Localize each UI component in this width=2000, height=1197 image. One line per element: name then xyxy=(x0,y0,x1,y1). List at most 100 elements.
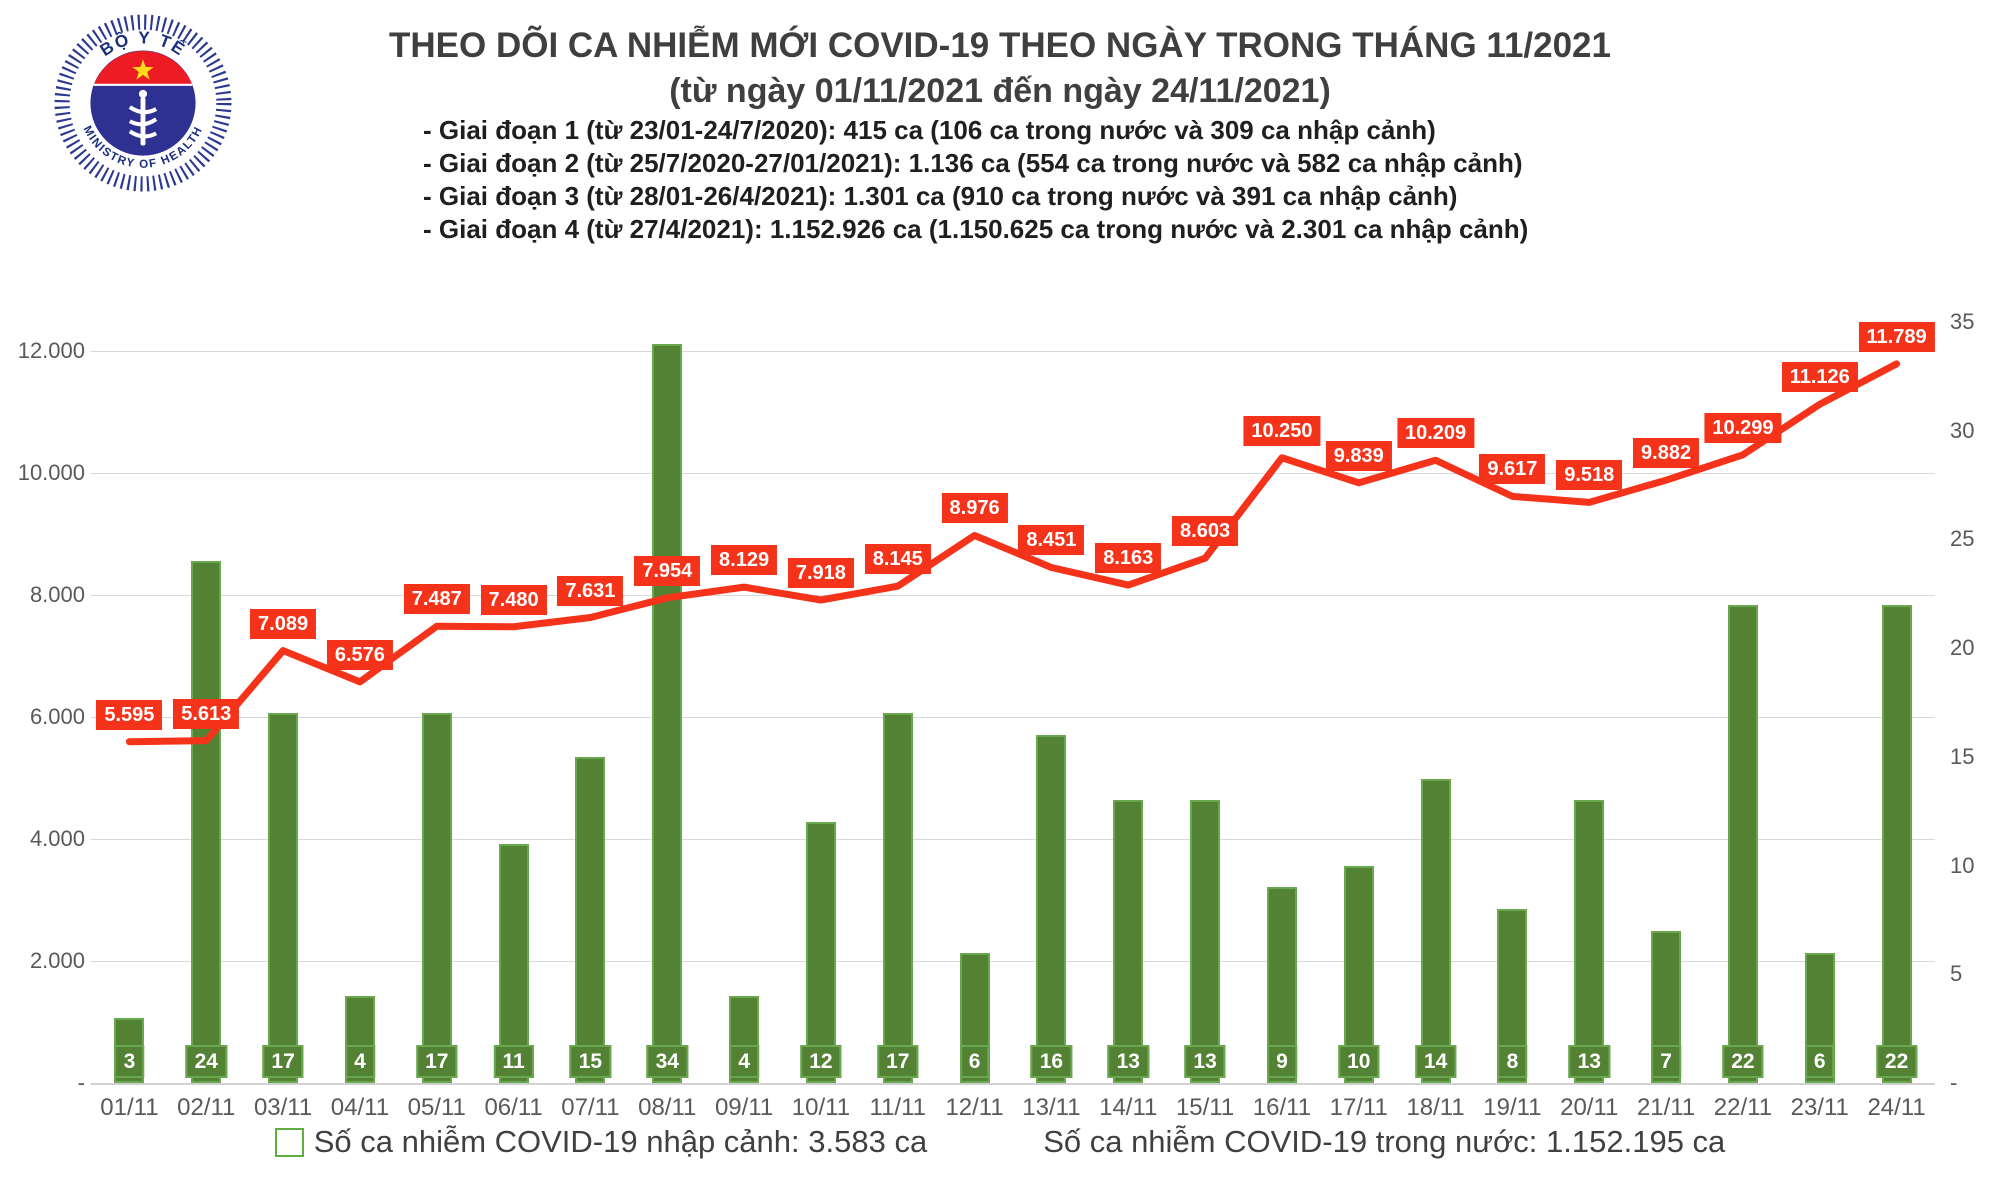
left-axis-tick-label: 10.000 xyxy=(17,460,85,485)
right-axis-tick-label: 35 xyxy=(1950,309,1975,334)
line-point-label: 11.126 xyxy=(1781,362,1858,393)
gridline xyxy=(91,473,1935,474)
gridline xyxy=(91,839,1935,840)
line-point-label: 10.250 xyxy=(1243,415,1321,446)
line-point-label: 7.480 xyxy=(480,584,547,615)
line-point-label: 10.299 xyxy=(1704,412,1782,443)
logo-star-icon xyxy=(132,59,154,80)
legend-domestic-label: Số ca nhiễm COVID-19 trong nước: 1.152.1… xyxy=(1043,1124,1726,1159)
bar-value-label: 22 xyxy=(1722,1045,1764,1078)
x-axis-label: 03/11 xyxy=(253,1094,313,1121)
imported-cases-bar xyxy=(575,756,606,1083)
left-axis-tick-label: 6.000 xyxy=(29,704,85,729)
line-point-label: 8.976 xyxy=(941,493,1008,524)
line-point-label: 7.089 xyxy=(250,608,317,639)
right-axis-tick-label: 5 xyxy=(1950,961,1963,987)
imported-cases-bar xyxy=(1036,735,1067,1083)
imported-cases-bar xyxy=(652,343,683,1083)
legend: Số ca nhiễm COVID-19 nhập cảnh: 3.583 ca… xyxy=(0,1124,2000,1160)
right-axis-tick-label: 30 xyxy=(1950,417,1975,443)
imported-cases-bar xyxy=(1113,800,1144,1083)
left-axis-tick-label: - xyxy=(77,1070,85,1095)
line-point-label: 9.839 xyxy=(1325,440,1392,471)
imported-cases-bar xyxy=(805,822,836,1083)
line-point-label: 5.595 xyxy=(96,699,163,730)
x-axis-label: 15/11 xyxy=(1175,1094,1235,1121)
x-axis-label: 14/11 xyxy=(1099,1094,1158,1121)
phase-2-summary: - Giai đoạn 2 (từ 25/7/2020-27/01/2021):… xyxy=(423,148,1523,178)
bar-value-label: 11 xyxy=(493,1045,534,1078)
bar-value-label: 12 xyxy=(800,1045,842,1078)
left-axis-tick-label: 8.000 xyxy=(29,582,85,607)
bar-value-label: 9 xyxy=(1267,1045,1297,1078)
bar-value-label: 22 xyxy=(1875,1045,1918,1078)
x-axis-label: 19/11 xyxy=(1483,1094,1542,1121)
domestic-cases-line xyxy=(125,360,1901,746)
bar-value-label: 14 xyxy=(1414,1045,1457,1078)
bar-value-label: 4 xyxy=(345,1045,375,1078)
x-axis-label: 21/11 xyxy=(1636,1094,1696,1121)
right-axis-tick-label: 10 xyxy=(1950,852,1975,878)
imported-cases-bar xyxy=(1727,604,1758,1083)
x-axis-label: 18/11 xyxy=(1406,1094,1465,1121)
line-point-label: 9.518 xyxy=(1556,460,1623,491)
gridline xyxy=(91,351,1935,352)
legend-item-domestic: Số ca nhiễm COVID-19 trong nước: 1.152.1… xyxy=(991,1124,1725,1160)
right-axis-tick-label: 20 xyxy=(1950,635,1975,661)
imported-cases-bar xyxy=(1881,604,1912,1083)
x-axis-label: 20/11 xyxy=(1560,1094,1619,1121)
ministry-of-health-logo: BỘ Y TẾ MINISTRY OF HEALTH xyxy=(54,14,232,192)
bar-value-label: 3 xyxy=(114,1045,145,1078)
x-axis-label: 23/11 xyxy=(1790,1094,1849,1121)
x-axis-label: 05/11 xyxy=(407,1094,466,1121)
bar-value-label: 17 xyxy=(262,1045,304,1078)
line-point-label: 9.882 xyxy=(1633,438,1700,469)
left-axis-tick-label: 4.000 xyxy=(29,826,85,851)
x-axis-label: 22/11 xyxy=(1713,1094,1773,1121)
logo-asclepius-rod-icon xyxy=(128,89,158,146)
legend-imported-label: Số ca nhiễm COVID-19 nhập cảnh: 3.583 ca xyxy=(313,1124,928,1159)
x-axis-label: 11/11 xyxy=(869,1094,927,1121)
bar-value-label: 13 xyxy=(1107,1045,1149,1078)
line-point-label: 8.163 xyxy=(1095,543,1162,574)
left-axis-tick-label: 12.000 xyxy=(17,338,85,363)
line-point-label: 7.487 xyxy=(403,584,470,615)
x-axis-label: 10/11 xyxy=(791,1094,851,1121)
x-axis-baseline xyxy=(91,1083,1935,1085)
line-point-label: 8.603 xyxy=(1172,516,1239,547)
x-axis-label: 24/11 xyxy=(1867,1094,1926,1121)
line-point-label: 8.129 xyxy=(711,545,778,576)
bar-value-label: 24 xyxy=(185,1045,227,1078)
line-point-label: 10.209 xyxy=(1396,418,1475,449)
imported-cases-bar xyxy=(1574,800,1605,1083)
line-point-label: 7.631 xyxy=(557,575,624,606)
left-axis-tick-label: 2.000 xyxy=(29,948,85,973)
phase-4-summary: - Giai đoạn 4 (từ 27/4/2021): 1.152.926 … xyxy=(423,214,1529,244)
gridline xyxy=(91,595,1935,596)
x-axis-label: 07/11 xyxy=(561,1094,620,1121)
bar-value-label: 17 xyxy=(877,1045,919,1078)
bar-value-label: 6 xyxy=(959,1045,990,1078)
imported-cases-bar xyxy=(268,713,299,1083)
imported-cases-bar xyxy=(1420,778,1451,1083)
phase-3-summary: - Giai đoạn 3 (từ 28/01-26/4/2021): 1.30… xyxy=(423,181,1458,211)
phase-summary: - Giai đoạn 1 (từ 23/01-24/7/2020): 415 … xyxy=(423,114,1623,246)
line-point-label: 6.576 xyxy=(326,639,393,670)
bar-value-label: 15 xyxy=(569,1045,612,1078)
bar-value-label: 17 xyxy=(416,1045,458,1078)
imported-cases-bar xyxy=(191,561,222,1083)
x-axis-label: 09/11 xyxy=(714,1094,774,1121)
line-point-label: 9.617 xyxy=(1479,454,1546,485)
imported-cases-bar xyxy=(421,713,452,1083)
legend-item-imported: Số ca nhiễm COVID-19 nhập cảnh: 3.583 ca xyxy=(274,1124,928,1160)
logo-rays-ring xyxy=(54,14,232,192)
x-axis-label: 17/11 xyxy=(1329,1094,1388,1121)
bar-value-label: 34 xyxy=(646,1045,688,1078)
line-point-label: 7.918 xyxy=(787,558,854,588)
x-axis-label: 06/11 xyxy=(484,1094,543,1121)
imported-cases-bar xyxy=(498,843,529,1083)
gridline xyxy=(91,961,1935,962)
chart-title: THEO DÕI CA NHIỄM MỚI COVID-19 THEO NGÀY… xyxy=(389,26,1611,65)
